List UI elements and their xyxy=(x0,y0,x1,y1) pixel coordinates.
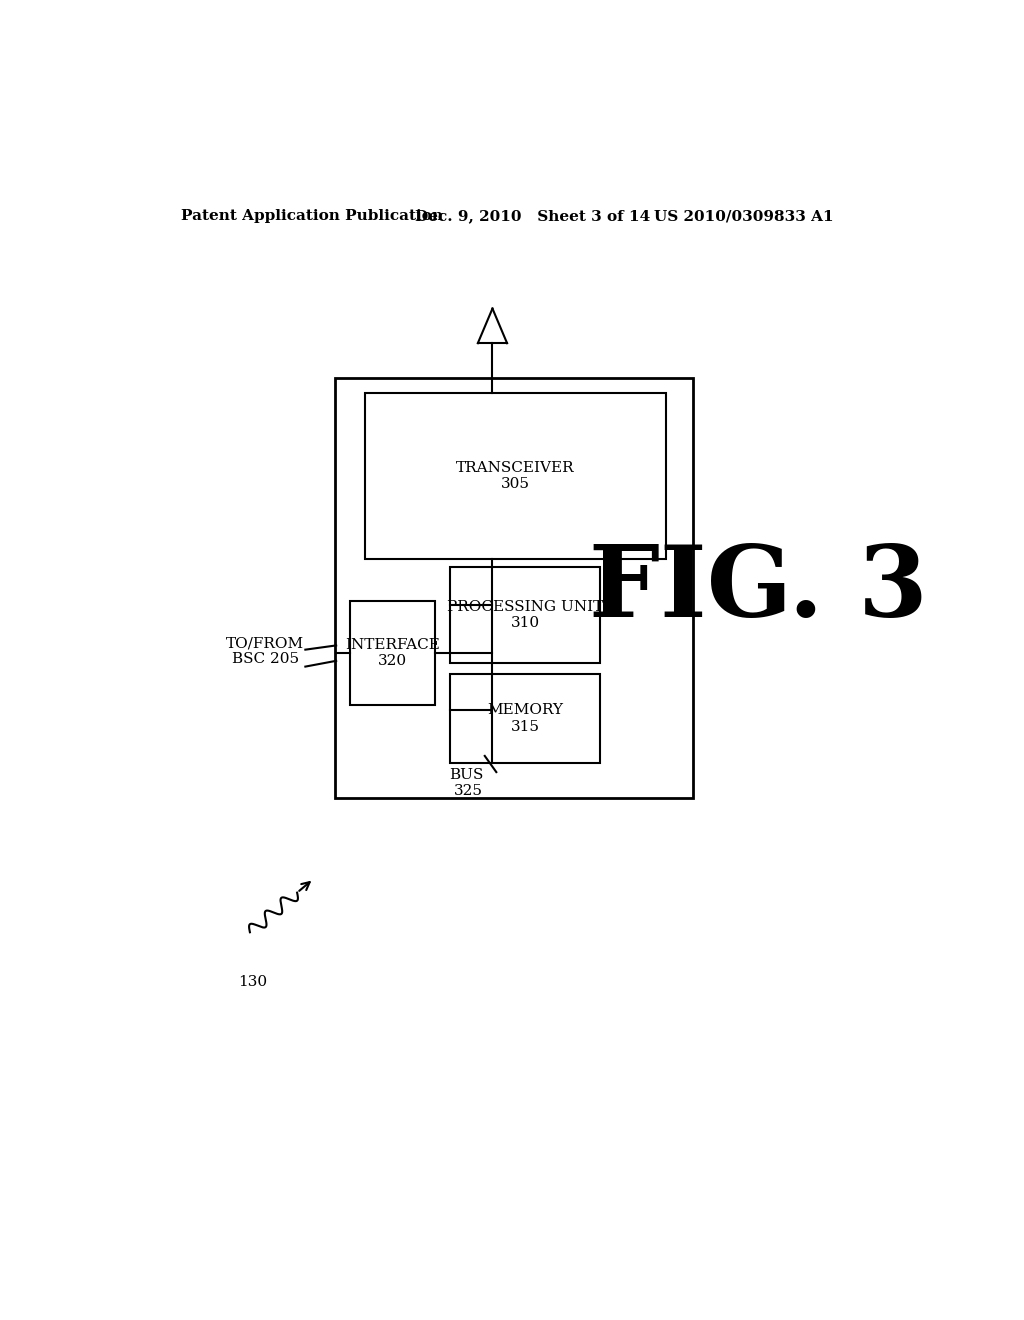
Bar xyxy=(335,378,692,797)
Text: Patent Application Publication: Patent Application Publication xyxy=(180,209,442,223)
Text: TRANSCEIVER
305: TRANSCEIVER 305 xyxy=(457,461,574,491)
Text: US 2010/0309833 A1: US 2010/0309833 A1 xyxy=(654,209,834,223)
Text: BUS
325: BUS 325 xyxy=(449,768,483,799)
Text: FIG. 3: FIG. 3 xyxy=(589,541,928,638)
Text: MEMORY
315: MEMORY 315 xyxy=(487,704,563,734)
Text: 130: 130 xyxy=(239,974,267,989)
Text: Dec. 9, 2010   Sheet 3 of 14: Dec. 9, 2010 Sheet 3 of 14 xyxy=(416,209,650,223)
Bar xyxy=(366,393,666,558)
Bar xyxy=(451,675,600,763)
Bar xyxy=(350,601,435,705)
Text: TO/FROM
BSC 205: TO/FROM BSC 205 xyxy=(226,636,304,667)
Text: INTERFACE
320: INTERFACE 320 xyxy=(345,638,439,668)
Text: PROCESSING UNIT
310: PROCESSING UNIT 310 xyxy=(447,599,603,630)
Bar xyxy=(451,566,600,663)
